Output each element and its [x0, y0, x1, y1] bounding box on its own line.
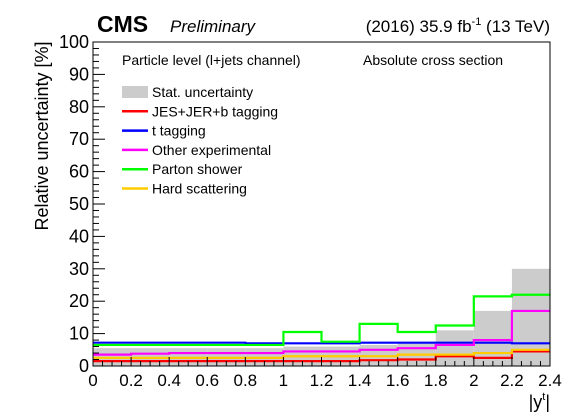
legend-entry-label: Stat. uncertainty — [152, 84, 253, 100]
y-tick-label: 0 — [79, 356, 89, 376]
x-tick-label: 0.8 — [234, 371, 258, 390]
legend-entry-label: Parton shower — [152, 161, 243, 177]
series-line-hard-scattering — [93, 348, 550, 359]
x-tick-label: 2 — [469, 371, 478, 390]
x-tick-label: 0 — [88, 371, 97, 390]
x-tick-label: 1 — [279, 371, 288, 390]
y-tick-label: 30 — [69, 259, 89, 279]
series-line-t-tagging — [93, 341, 550, 345]
x-tick-label: 0.2 — [119, 371, 143, 390]
x-tick-label: 1.4 — [348, 371, 372, 390]
series-line-other-experimental — [93, 309, 550, 356]
legend-swatch-box — [122, 86, 148, 98]
x-tick-label: 0.6 — [195, 371, 219, 390]
uncertainty-series — [93, 293, 550, 363]
legend: Stat. uncertainty JES+JER+b tagging t tagg… — [122, 84, 278, 197]
stat-bin — [435, 330, 474, 366]
y-axis-title: Relative uncertainty [%] — [32, 41, 52, 230]
legend-entry-label: Hard scattering — [152, 181, 247, 197]
legend-entry-label: t tagging — [152, 123, 206, 139]
x-tick-label: 1.8 — [424, 371, 448, 390]
x-tick-label: 1.2 — [310, 371, 334, 390]
legend-entry-label: Other experimental — [152, 142, 271, 158]
axes: 0 0.2 0.4 0.6 0.8 1 1.2 1.4 1.6 1.8 2 2.2 2.4 0 10 20 30… — [59, 32, 562, 390]
section-annotation: Absolute cross section — [363, 52, 503, 68]
y-tick-label: 90 — [69, 64, 89, 84]
x-tick-label: 2.4 — [538, 371, 562, 390]
y-tick-label: 60 — [69, 162, 89, 182]
luminosity-label: (2016) 35.9 fb-1 (13 TeV) — [366, 16, 550, 36]
preliminary-label: Preliminary — [170, 17, 257, 36]
y-tick-label: 40 — [69, 226, 89, 246]
series-line-parton-shower — [93, 293, 550, 347]
cms-label: CMS — [97, 11, 148, 37]
x-tick-label: 0.4 — [157, 371, 181, 390]
legend-entry-label: JES+JER+b tagging — [152, 103, 278, 119]
series-line-jes-jer-b-tagging — [93, 350, 550, 363]
x-tick-label: 1.6 — [386, 371, 410, 390]
channel-annotation: Particle level (l+jets channel) — [122, 52, 301, 68]
y-tick-label: 80 — [69, 97, 89, 117]
y-tick-label: 20 — [69, 291, 89, 311]
x-axis-title: |yt| — [529, 391, 550, 412]
x-tick-label: 2.2 — [500, 371, 524, 390]
y-tick-label: 10 — [69, 324, 89, 344]
y-tick-label: 50 — [69, 194, 89, 214]
y-tick-label: 100 — [59, 32, 89, 52]
y-tick-label: 70 — [69, 129, 89, 149]
